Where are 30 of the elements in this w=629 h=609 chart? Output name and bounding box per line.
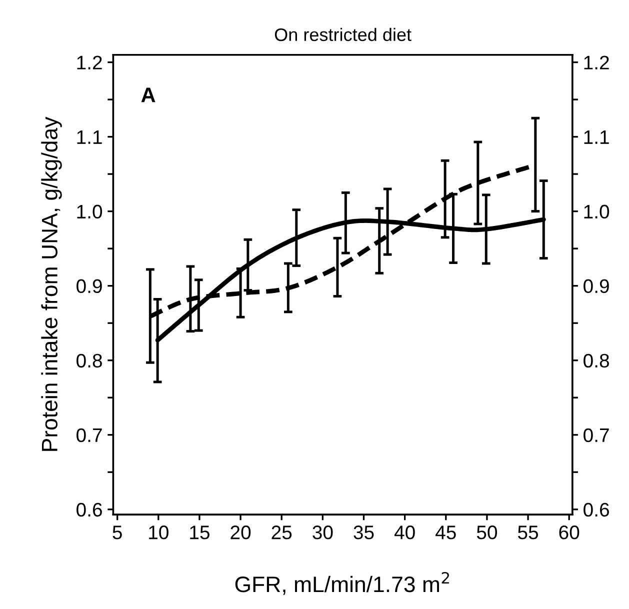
- x-tick-label: 60: [559, 526, 580, 540]
- x-tick-label: 20: [230, 526, 251, 540]
- y-tick-label: 0.7: [76, 428, 102, 442]
- y2-tick-label: 1.0: [584, 204, 610, 219]
- x-tick-label: 30: [312, 526, 333, 540]
- x-tick-label: 40: [394, 526, 415, 540]
- chart-title: On restricted diet: [274, 28, 412, 42]
- y-tick-label: 1.2: [77, 56, 102, 70]
- x-tick-label: 25: [272, 526, 292, 540]
- x-tick-label: 50: [476, 526, 498, 540]
- y-tick-label: 0.8: [76, 354, 102, 368]
- y2-tick-label: 1.1: [584, 130, 609, 144]
- y2-tick-label: 1.2: [584, 56, 609, 70]
- y-tick-label: 0.9: [76, 279, 102, 294]
- x-tick-label: 35: [354, 526, 374, 540]
- y-axis-title: Protein intake from UNA, g/kg/day: [41, 116, 62, 451]
- annotation: A: [141, 88, 156, 102]
- x-tick-label: 10: [149, 526, 168, 540]
- y2-tick-label: 0.9: [584, 279, 609, 294]
- y2-tick-label: 0.6: [584, 502, 609, 517]
- x-tick-label: 55: [518, 526, 538, 540]
- x-tick-label: 5: [112, 526, 122, 540]
- y-tick-label: 1.0: [77, 204, 102, 219]
- y-tick-label: 0.6: [76, 502, 102, 517]
- x-axis-title: GFR, mL/min/1.73 m$^{2}$: [235, 572, 450, 595]
- y2-tick-label: 0.8: [584, 354, 609, 368]
- x-tick-label: 45: [436, 526, 456, 540]
- y-tick-label: 1.1: [77, 130, 102, 144]
- x-tick-label: 15: [190, 526, 210, 540]
- y2-tick-label: 0.7: [584, 428, 609, 442]
